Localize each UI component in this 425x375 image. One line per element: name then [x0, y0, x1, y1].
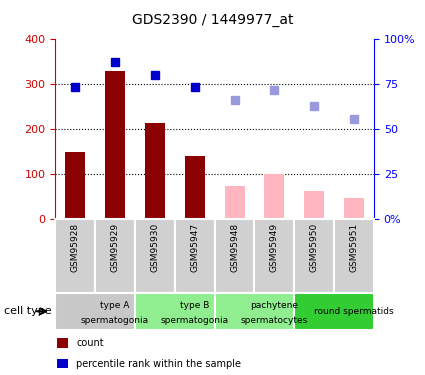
Text: GDS2390 / 1449977_at: GDS2390 / 1449977_at — [132, 13, 293, 27]
Text: spermatogonia: spermatogonia — [81, 316, 149, 325]
Bar — [224, 186, 244, 219]
Bar — [294, 219, 334, 292]
Bar — [65, 152, 85, 219]
Bar — [57, 359, 68, 368]
Bar — [255, 219, 294, 292]
Bar — [95, 219, 135, 292]
Text: GSM95948: GSM95948 — [230, 223, 239, 272]
Bar — [185, 156, 205, 219]
Text: GSM95930: GSM95930 — [150, 223, 159, 272]
Bar — [304, 191, 324, 219]
Text: GSM95949: GSM95949 — [270, 223, 279, 272]
Bar — [215, 292, 294, 330]
Text: spermatogonia: spermatogonia — [161, 316, 229, 325]
Text: count: count — [76, 338, 104, 348]
Bar — [135, 292, 215, 330]
Text: spermatocytes: spermatocytes — [241, 316, 308, 325]
Text: percentile rank within the sample: percentile rank within the sample — [76, 359, 241, 369]
Text: type A: type A — [100, 301, 130, 310]
Bar — [264, 174, 284, 219]
Bar — [55, 219, 95, 292]
Bar — [294, 292, 374, 330]
Text: GSM95951: GSM95951 — [350, 223, 359, 272]
Bar — [105, 71, 125, 219]
Bar — [135, 219, 175, 292]
Text: GSM95928: GSM95928 — [71, 223, 79, 272]
Text: cell type: cell type — [4, 306, 52, 316]
Bar — [57, 338, 68, 348]
Text: GSM95950: GSM95950 — [310, 223, 319, 272]
Bar — [175, 219, 215, 292]
Text: round spermatids: round spermatids — [314, 307, 394, 316]
Text: pachytene: pachytene — [250, 301, 298, 310]
Text: type B: type B — [180, 301, 210, 310]
Bar — [334, 219, 374, 292]
Bar — [55, 292, 135, 330]
Text: GSM95929: GSM95929 — [110, 223, 119, 272]
Bar — [344, 198, 364, 219]
Bar — [145, 123, 165, 219]
Text: GSM95947: GSM95947 — [190, 223, 199, 272]
Bar — [215, 219, 255, 292]
